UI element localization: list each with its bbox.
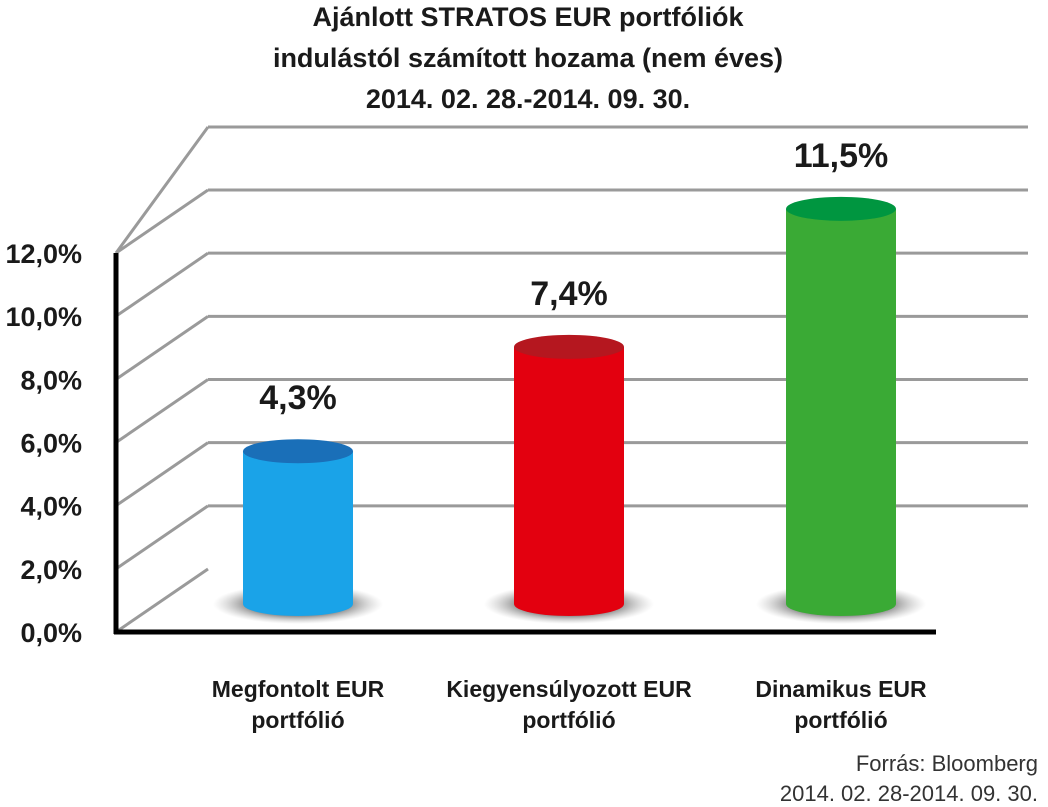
bar-body	[786, 208, 896, 617]
category-labels: Megfontolt EUR portfólió Kiegyensúlyozott …	[212, 676, 927, 733]
category-label: Megfontolt EUR	[212, 676, 385, 702]
bar-top	[514, 334, 624, 359]
category-label: Kiegyensúlyozott EUR	[446, 676, 692, 702]
y-tick-label: 12,0%	[5, 239, 82, 269]
category-label: portfólió	[794, 707, 887, 733]
category-label: portfólió	[522, 707, 615, 733]
bar	[756, 196, 926, 624]
y-axis-ticks: 0,0% 2,0% 4,0% 6,0% 8,0% 10,0% 12,0%	[5, 239, 82, 648]
source-line-1: Forrás: Bloomberg	[856, 751, 1038, 776]
data-label: 11,5%	[794, 137, 889, 175]
gridline-diagonal	[115, 441, 209, 507]
bar	[213, 439, 383, 624]
y-tick-label: 10,0%	[5, 302, 82, 332]
bar-top	[243, 439, 353, 464]
bar-body	[243, 451, 353, 616]
y-tick-label: 2,0%	[20, 555, 82, 585]
chart-title-line-1: Ajánlott STRATOS EUR portfóliók	[313, 2, 745, 32]
data-label: 4,3%	[259, 379, 337, 417]
y-tick-label: 4,0%	[20, 492, 82, 522]
gridline-diagonal	[115, 378, 209, 444]
chart-title: Ajánlott STRATOS EUR portfóliók indulást…	[273, 2, 783, 114]
bar	[484, 334, 654, 624]
gridline-diagonal	[115, 567, 209, 634]
data-label: 7,4%	[530, 275, 608, 313]
chart-title-line-3: 2014. 02. 28.-2014. 09. 30.	[366, 84, 690, 114]
bars	[213, 196, 926, 624]
y-tick-label: 6,0%	[20, 429, 82, 459]
bar-body	[514, 346, 624, 616]
gridline-diagonal	[114, 126, 210, 254]
axes	[113, 253, 936, 635]
chart-title-line-2: indulástól számított hozama (nem éves)	[273, 43, 783, 73]
y-tick-label: 0,0%	[20, 618, 82, 648]
source-line-2: 2014. 02. 28-2014. 09. 30.	[780, 781, 1038, 806]
bar-top	[786, 196, 896, 221]
gridline-diagonal	[115, 188, 209, 255]
category-label: Dinamikus EUR	[755, 676, 927, 702]
gridline-diagonal	[115, 251, 209, 318]
data-labels: 4,3% 7,4% 11,5%	[259, 137, 888, 417]
category-label: portfólió	[251, 707, 344, 733]
y-tick-label: 8,0%	[20, 365, 82, 395]
source-note: Forrás: Bloomberg 2014. 02. 28-2014. 09.…	[780, 751, 1038, 806]
gridline-diagonal	[115, 504, 209, 571]
gridline-diagonal	[115, 315, 209, 381]
